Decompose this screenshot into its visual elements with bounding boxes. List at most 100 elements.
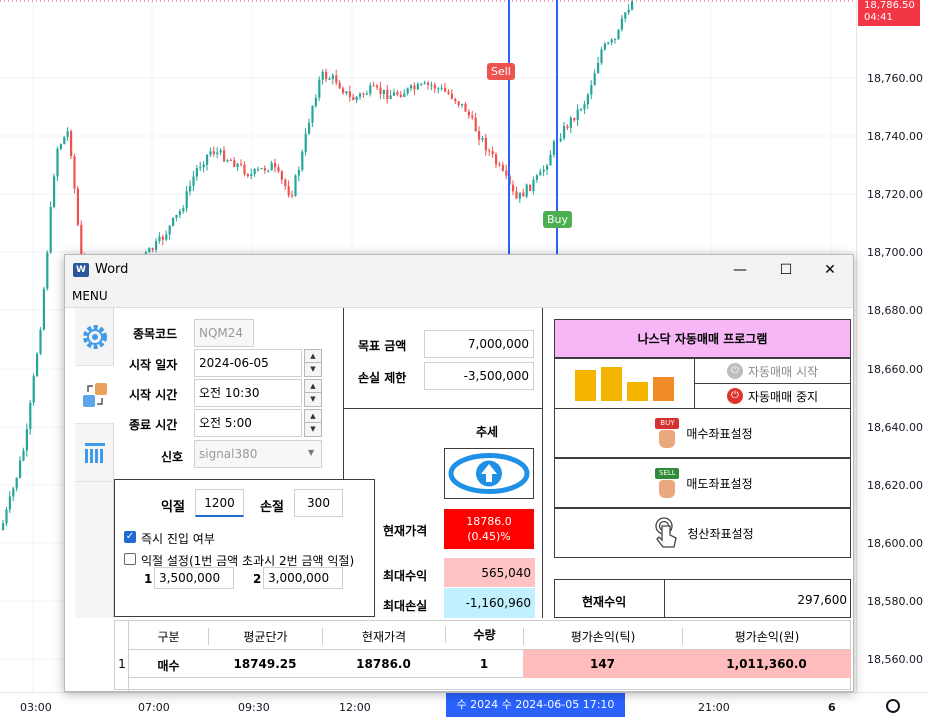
end-time-spinner[interactable]: ▲ ▼ bbox=[304, 409, 322, 437]
instant-entry-label: 즉시 진입 여부 bbox=[141, 532, 215, 546]
candle-body bbox=[427, 82, 430, 85]
buy-coord-button[interactable]: BUY 매수좌표설정 bbox=[554, 408, 851, 458]
transfer-icon bbox=[82, 382, 107, 407]
bar-countdown: 04:41 bbox=[864, 12, 893, 23]
price-tick: 18,680.00 bbox=[867, 304, 923, 317]
candle-body bbox=[76, 188, 79, 225]
instant-entry-checkbox[interactable]: ✓ bbox=[124, 531, 136, 543]
code-label: 종목코드 bbox=[133, 327, 178, 341]
candle-body bbox=[70, 131, 73, 157]
profit-setting-checkbox[interactable] bbox=[124, 553, 136, 565]
clear-coord-label: 청산좌표설정 bbox=[687, 526, 754, 541]
candle-body bbox=[229, 159, 232, 161]
amount1-input[interactable]: 3,500,000 bbox=[154, 567, 234, 589]
end-time-input[interactable]: 오전 5:00 bbox=[194, 409, 302, 437]
signal-select[interactable]: signal380 bbox=[194, 440, 322, 468]
code-input[interactable]: NQM24 bbox=[194, 319, 254, 347]
price-tick: 18,640.00 bbox=[867, 421, 923, 434]
candle-body bbox=[270, 163, 273, 171]
candle-body bbox=[291, 195, 294, 197]
take-profit-label: 익절 bbox=[161, 500, 185, 515]
candle-body bbox=[219, 150, 222, 153]
max-loss-value: -1,160,960 bbox=[444, 588, 535, 618]
clear-coord-button[interactable]: 청산좌표설정 bbox=[554, 508, 851, 558]
chart-settings-icon[interactable] bbox=[886, 699, 900, 713]
status-bar-chart bbox=[575, 367, 674, 401]
settings-tab[interactable] bbox=[75, 308, 114, 366]
amount2-input[interactable]: 3,000,000 bbox=[263, 567, 343, 589]
exchange-tab[interactable] bbox=[75, 366, 114, 424]
maximize-button[interactable]: ☐ bbox=[779, 262, 793, 278]
side-toolbar bbox=[75, 308, 114, 618]
candle-body bbox=[263, 168, 266, 171]
candle-body bbox=[29, 402, 32, 430]
candle-body bbox=[410, 85, 413, 89]
close-button[interactable]: ✕ bbox=[824, 262, 836, 278]
max-profit-label: 최대수익 bbox=[383, 569, 428, 583]
candle-body bbox=[393, 92, 396, 96]
take-profit-input[interactable]: 1200 bbox=[195, 489, 244, 517]
candle-body bbox=[617, 29, 620, 40]
candle-body bbox=[216, 152, 219, 154]
row-index: 1 bbox=[118, 657, 126, 671]
trend-label: 추세 bbox=[476, 425, 499, 439]
candle-body bbox=[311, 105, 314, 123]
table-row[interactable] bbox=[129, 650, 851, 678]
status-bar bbox=[575, 370, 596, 401]
loss-limit-input[interactable]: -3,500,000 bbox=[424, 362, 534, 390]
stop-loss-input[interactable]: 300 bbox=[294, 489, 343, 517]
candle-body bbox=[491, 151, 494, 155]
start-date-spinner[interactable]: ▲ ▼ bbox=[304, 349, 322, 377]
candle-body bbox=[314, 97, 317, 106]
auto-trade-start-button[interactable]: ⏻ 자동매매 시작 bbox=[694, 358, 851, 384]
candle-body bbox=[257, 169, 260, 171]
cell-pnl-ticks: 147 bbox=[523, 650, 682, 678]
candle-body bbox=[15, 477, 18, 489]
candle-body bbox=[590, 85, 593, 95]
current-price-change: (0.45)% bbox=[467, 530, 511, 543]
auto-trade-stop-button[interactable]: ⏻ 자동매매 중지 bbox=[694, 383, 851, 409]
grid-tab[interactable] bbox=[75, 424, 114, 482]
goal-input[interactable]: 7,000,000 bbox=[424, 330, 534, 358]
last-price: 18,786.50 bbox=[864, 0, 915, 11]
candle-body bbox=[151, 248, 154, 250]
candle-body bbox=[168, 225, 171, 235]
candle-body bbox=[345, 91, 348, 94]
minimize-button[interactable]: — bbox=[733, 262, 747, 278]
gear-icon bbox=[82, 324, 107, 349]
candle-body bbox=[158, 236, 161, 242]
candle-body bbox=[209, 151, 212, 155]
candle-body bbox=[246, 174, 249, 176]
candle-body bbox=[172, 217, 175, 226]
candle-body bbox=[56, 148, 59, 177]
start-time-input[interactable]: 오전 10:30 bbox=[194, 379, 302, 407]
start-time-spinner[interactable]: ▲ ▼ bbox=[304, 379, 322, 407]
stop-loss-label: 손절 bbox=[260, 500, 284, 515]
sell-coord-button[interactable]: SELL 매도좌표설정 bbox=[554, 458, 851, 508]
candle-body bbox=[600, 49, 603, 63]
candle-body bbox=[260, 168, 263, 170]
candle-body bbox=[236, 163, 239, 167]
candle-body bbox=[202, 164, 205, 168]
candle-body bbox=[573, 117, 576, 121]
candle-body bbox=[403, 93, 406, 98]
candle-body bbox=[624, 12, 627, 19]
touch-icon bbox=[655, 517, 678, 548]
title-bar[interactable]: W Word — ☐ ✕ bbox=[65, 255, 853, 285]
candle-body bbox=[481, 137, 484, 140]
candle-body bbox=[586, 94, 589, 105]
price-axis[interactable]: 18,760.00 18,740.00 18,720.00 18,700.00 … bbox=[856, 0, 928, 692]
divider bbox=[542, 308, 543, 618]
candle-body bbox=[362, 93, 365, 95]
app-window: W Word — ☐ ✕ MENU bbox=[64, 254, 854, 692]
candle-body bbox=[488, 150, 491, 152]
candle-body bbox=[195, 168, 198, 177]
candle-body bbox=[253, 169, 256, 175]
candle-body bbox=[321, 71, 324, 80]
start-date-input[interactable]: 2024-06-05 bbox=[194, 349, 302, 377]
candle-body bbox=[467, 111, 470, 116]
menu-item-menu[interactable]: MENU bbox=[72, 289, 108, 303]
time-axis[interactable]: 03:00 07:00 09:30 12:00 수 2024 수 2024-06… bbox=[0, 692, 928, 724]
price-tick: 18,760.00 bbox=[867, 72, 923, 85]
candle-body bbox=[433, 84, 436, 89]
